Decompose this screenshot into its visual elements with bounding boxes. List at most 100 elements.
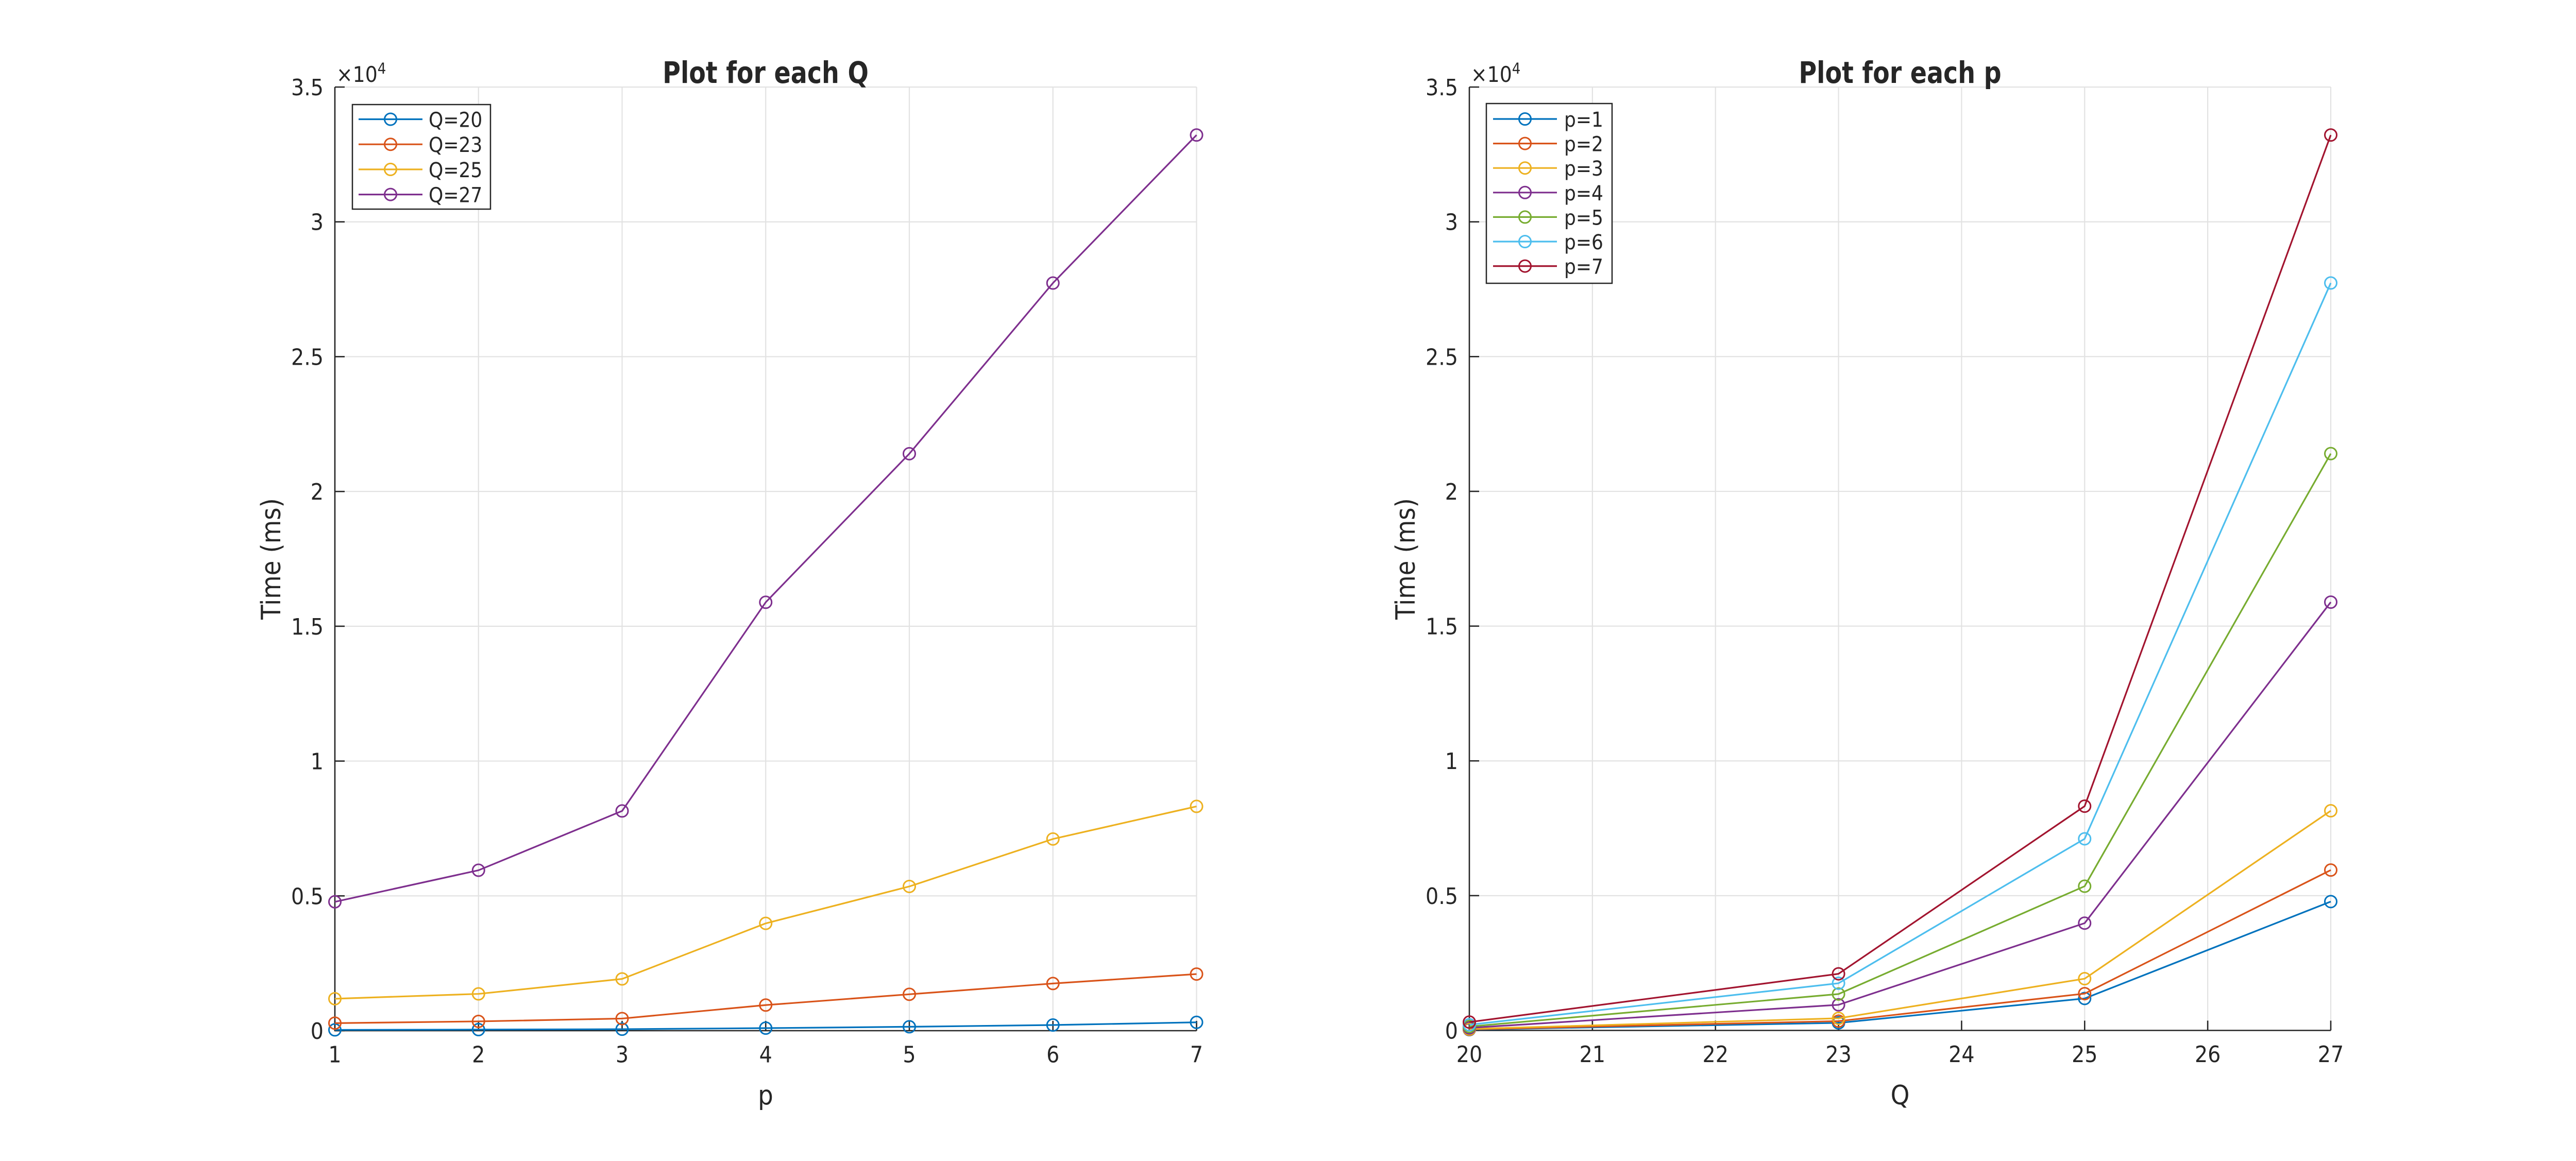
marker-Q=27-x1 [328,895,342,909]
marker-Q=23-x6 [1046,977,1060,991]
marker-Q=25-x4 [759,916,773,930]
left-chart-title: Plot for each Q [663,55,869,90]
series-p=2 [1463,863,2337,1036]
series-p=4 [1463,595,2337,1035]
legend-box [351,104,492,210]
x-tick-label: 2 [472,1042,485,1068]
marker-Q=27-x4 [759,595,773,609]
marker-p=1-x27 [2324,895,2337,909]
y-tick-label: 3.5 [1426,74,1458,101]
marker-Q=25-x5 [903,879,916,893]
marker-Q=27-x6 [1046,276,1060,290]
legend-label: Q=20 [429,108,482,132]
legend-label: p=3 [1564,157,1603,180]
series-line-p=4 [1469,602,2332,1029]
legend-label: p=6 [1564,230,1603,254]
marker-Q=25-x3 [615,972,629,986]
legend-entry-p=7: p=7 [1493,255,1603,279]
marker-p=5-x23 [1832,987,1845,1001]
legend-marker-sample [384,112,397,126]
series-p=3 [1463,804,2337,1036]
marker-Q=20-x3 [615,1022,629,1036]
legend-entry-p=3: p=3 [1493,157,1603,181]
series-line-p=3 [1469,810,2331,1030]
x-tick-label: 26 [2195,1041,2221,1068]
legend-label: p=7 [1564,255,1603,279]
y-tick-label: 2.5 [1426,344,1458,370]
tick-labels: 1 2 3 4 5 6 7 0 0.5 1 1.5 2 2.5 3 3.5 [291,74,1203,1068]
marker-Q=25-x6 [1046,832,1060,846]
series-line-Q=23 [334,973,1197,1024]
right-chart-ylabel: Time (ms) [1390,498,1421,620]
marker-Q=23-x4 [759,998,773,1012]
marker-p=3-x23 [1832,1011,1845,1025]
y-axis-offset-label: ×104 [336,60,386,88]
marker-p=4-x27 [2324,595,2337,609]
legend-entry-Q=20: Q=20 [359,108,482,132]
marker-Q=25-x1 [328,992,342,1005]
legend-entry-p=2: p=2 [1493,132,1603,156]
x-tick-label: 21 [1580,1041,1605,1068]
y-tick-label: 0 [311,1018,324,1045]
marker-Q=23-x2 [471,1014,485,1028]
legend-entry-p=5: p=5 [1493,206,1603,230]
y-axis-offset-label: ×104 [1471,60,1520,88]
y-tick-label: 1.5 [291,613,324,640]
y-tick-label: 1 [1445,748,1458,775]
marker-p=5-x25 [2078,879,2092,893]
legend-entry-Q=25: Q=25 [359,158,482,182]
marker-p=7-x27 [2324,128,2337,142]
right-chart-title: Plot for each p [1799,55,2001,90]
x-tick-label: 7 [1190,1042,1203,1068]
x-tick-label: 25 [2072,1041,2097,1068]
marker-p=4-x25 [2078,916,2092,930]
series-line-p=7 [1469,134,2332,1023]
marker-Q=25-x2 [471,987,485,1001]
legend-label: Q=27 [429,183,482,207]
y-tick-label: 3 [311,209,324,236]
marker-Q=23-x5 [903,987,916,1001]
marker-p=2-x27 [2324,863,2337,877]
marker-Q=20-x1 [328,1023,342,1037]
marker-p=3-x25 [2078,972,2092,986]
marker-Q=25-x7 [1190,799,1204,813]
marker-Q=23-x7 [1190,967,1204,981]
series-p=5 [1463,447,2337,1033]
marker-p=2-x25 [2078,987,2092,1001]
legend-label: p=2 [1564,132,1603,156]
x-tick-label: 22 [1703,1041,1728,1068]
marker-Q=27-x2 [471,863,485,877]
marker-Q=27-x5 [903,447,916,460]
y-tick-label: 2 [311,479,324,505]
legend-label: Q=23 [429,133,482,157]
legend-entry-p=6: p=6 [1493,230,1603,254]
series-line-p=6 [1469,282,2332,1026]
series-line-Q=20 [334,1021,1197,1031]
marker-p=1-x25 [2078,992,2092,1005]
legend-marker-sample [384,187,397,201]
marker-Q=23-x1 [328,1016,342,1030]
legend-entry-Q=27: Q=27 [359,183,482,207]
legend-marker-sample [1518,161,1532,175]
legend-marker-sample [1518,136,1532,150]
legend: p=1p=2p=3p=4p=5p=6p=7 [1485,103,1613,284]
grid [1468,86,2332,1031]
y-tick-label: 0.5 [1426,883,1458,910]
legend-entry-p=1: p=1 [1493,108,1603,131]
marker-Q=20-x5 [903,1020,916,1034]
legend-marker-sample [1518,259,1532,273]
marker-Q=20-x6 [1046,1018,1060,1032]
y-tick-label: 0 [1445,1018,1458,1045]
series-Q=27 [328,128,1204,909]
x-tick-label: 23 [1825,1041,1851,1068]
marker-p=3-x27 [2324,804,2337,818]
marker-p=6-x25 [2078,832,2092,846]
marker-p=4-x23 [1832,998,1845,1012]
series-line-Q=25 [334,805,1197,1000]
legend-box [1485,103,1613,284]
legend-marker-sample [384,138,397,151]
marker-Q=20-x4 [759,1021,773,1035]
left-chart-xlabel: p [758,1080,773,1111]
